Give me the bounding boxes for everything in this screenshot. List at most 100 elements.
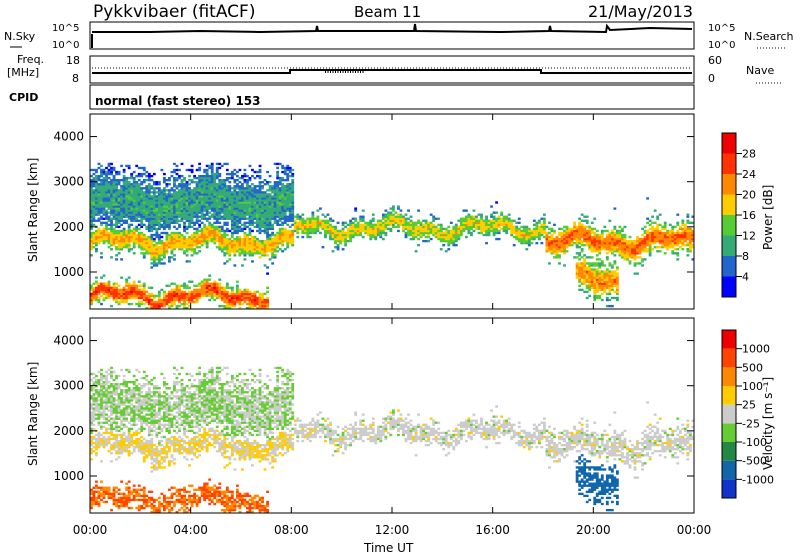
power-cell [281,179,285,182]
power-cell [95,193,98,196]
power-cell [376,225,380,229]
power-cell [115,254,118,257]
power-cell [482,225,486,229]
power-cell [241,244,244,247]
power-cell [490,213,493,216]
power-cell [291,183,295,186]
power-cell [334,239,337,243]
power-cell [613,274,617,277]
power-cell [371,225,375,229]
power-cell [205,205,209,208]
power-cell [195,183,199,186]
power-cell [525,233,529,237]
power-cell [122,193,126,196]
power-cell [505,217,509,220]
power-cell [115,288,118,292]
power-cell [266,302,269,306]
power-cell [228,211,232,214]
power-cell [553,248,556,251]
power-cell [288,191,292,194]
power-cell [142,235,146,239]
power-cell [454,233,458,237]
power-cell [183,195,186,198]
power-cell [90,235,93,239]
power-cell [407,223,410,227]
power-cell [107,162,111,166]
power-cell [165,205,169,208]
power-cell [90,213,93,216]
power-cell [248,213,252,216]
power-cell [613,250,617,253]
power-cell [600,241,604,245]
power-cell [233,225,237,229]
power-cell [480,231,483,235]
power-cell [399,213,403,216]
power-cell [243,258,247,261]
power-cell [266,244,269,247]
power-cell [210,168,214,172]
power-cell [102,213,106,216]
power-cell [125,233,129,237]
power-cell [105,233,108,237]
power-cell [276,176,280,180]
power-cell [543,217,546,220]
power-cell [248,252,252,255]
power-cell [135,191,139,194]
power-cell [263,239,267,243]
power-cell [261,304,264,308]
power-cell [261,300,264,304]
power-cell [157,256,161,259]
power-cell [454,237,458,241]
power-cell [558,233,561,237]
power-cell [241,237,244,241]
power-cell [618,225,622,229]
power-cell [283,237,287,241]
power-cell [218,237,222,241]
power-cell [271,254,275,257]
power-cell [583,266,587,269]
power-cell [168,239,171,243]
power-cell [261,296,264,300]
power-cell [283,221,287,224]
power-cell [555,244,559,247]
power-cell [225,185,229,188]
power-cell [575,268,579,271]
power-cell [157,199,161,202]
power-cell [205,187,209,190]
power-cell [349,225,353,229]
power-cell [180,209,184,212]
power-cell [90,168,93,172]
power-cell [102,211,106,214]
power-cell [288,166,292,170]
power-cell [218,217,222,220]
power-cell [258,209,262,212]
power-cell [225,292,229,296]
power-cell [198,193,202,196]
power-cell [278,209,282,212]
power-cell [271,231,275,235]
power-cell [137,185,141,188]
power-cell [653,227,657,231]
power-cell [137,233,141,237]
power-cell [218,172,222,176]
power-cell [613,244,617,247]
power-cell [301,229,305,233]
power-cell [145,237,149,241]
power-cell [334,227,337,231]
power-cell [225,205,229,208]
power-cell [127,223,131,227]
power-cell [301,221,305,224]
power-cell [615,274,619,277]
power-cell [175,193,179,196]
power-cell [653,221,657,224]
power-cell [198,211,202,214]
power-cell [414,221,418,224]
power-cell [628,252,632,255]
power-cell [225,172,229,176]
power-cell [137,290,141,294]
power-cell [157,241,161,245]
power-cell [590,229,594,233]
power-cell [220,207,224,210]
power-cell [595,229,599,233]
power-cell [215,191,219,194]
